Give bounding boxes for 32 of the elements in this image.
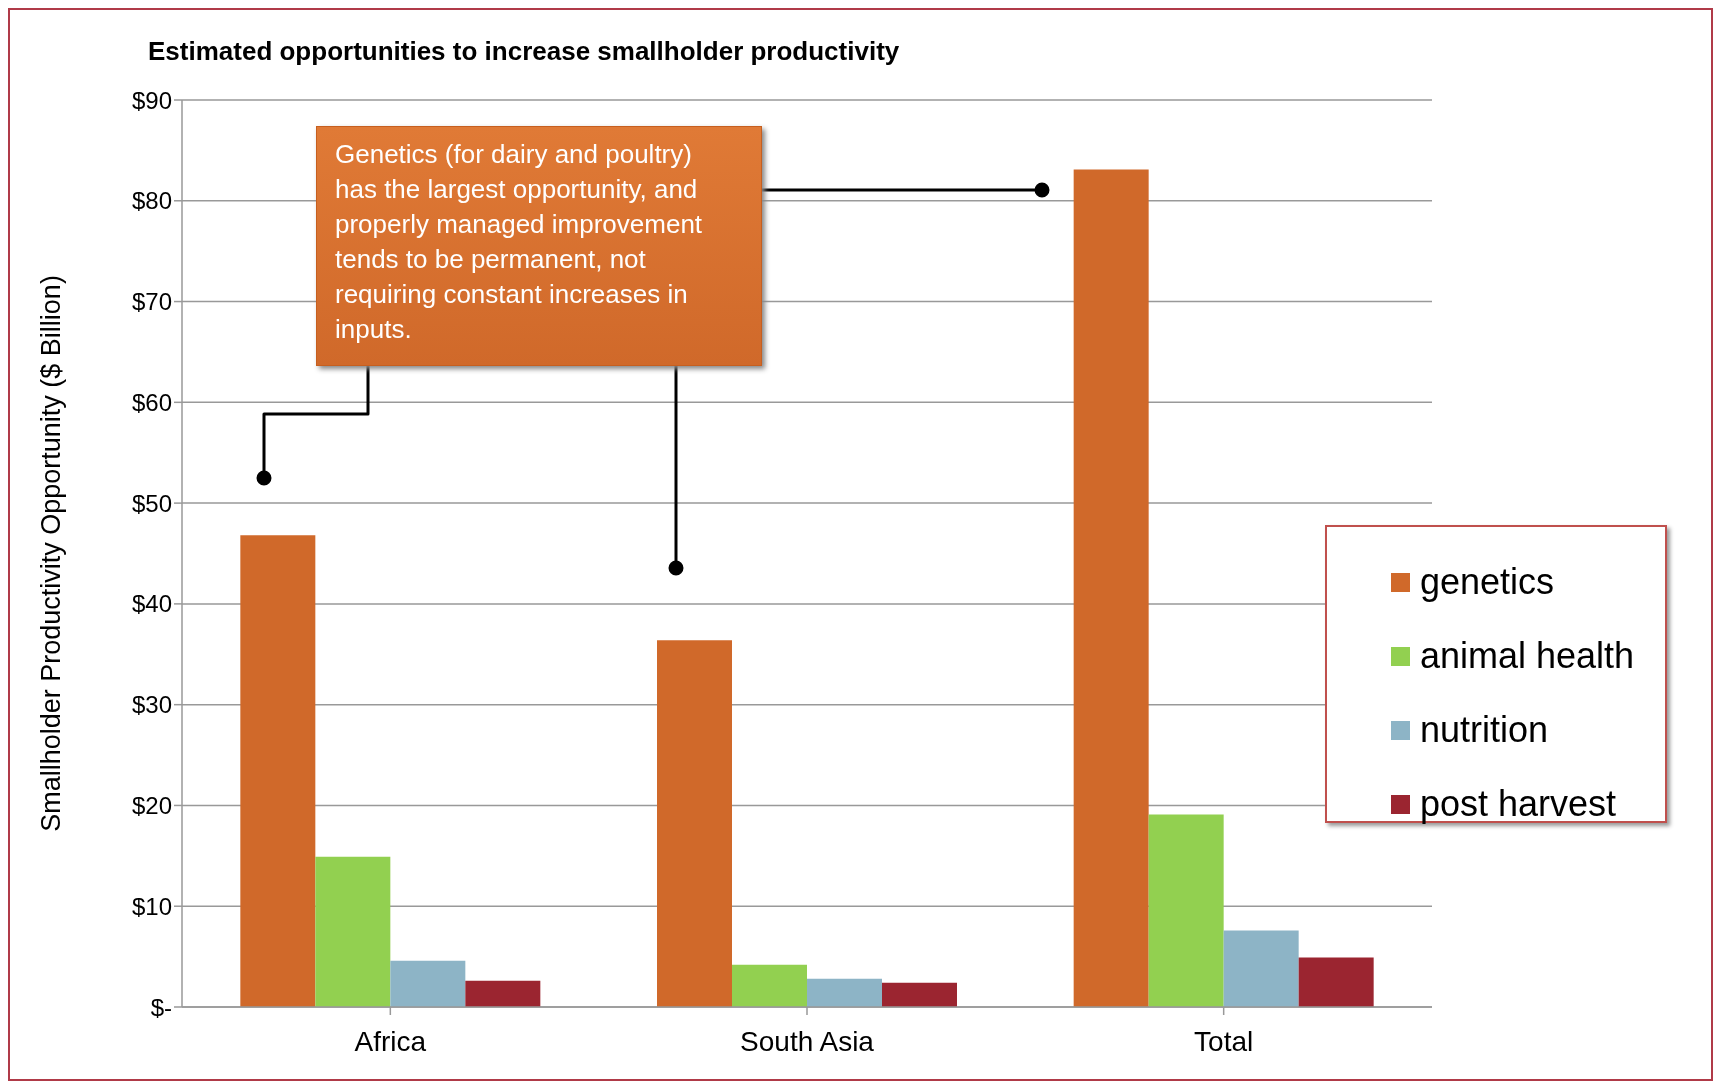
y-tick-label: $70 xyxy=(131,288,172,316)
y-tick-label: $10 xyxy=(131,892,172,920)
y-axis-title: Smallholder Productivity Opportunity ($ Billion) xyxy=(35,275,66,832)
x-tick-label: Africa xyxy=(354,1025,427,1057)
legend-label: nutrition xyxy=(1420,709,1549,751)
y-tick-label: $40 xyxy=(131,590,172,618)
bar xyxy=(1223,930,1299,1007)
bar xyxy=(807,978,882,1007)
bar xyxy=(732,964,807,1007)
y-tick-label: $- xyxy=(150,993,172,1021)
bar xyxy=(390,960,466,1007)
bar xyxy=(1148,814,1224,1007)
bar xyxy=(657,640,732,1007)
y-tick-label: $30 xyxy=(131,691,172,719)
x-tick-label: Total xyxy=(1194,1025,1254,1057)
y-tick-label: $20 xyxy=(131,791,172,819)
bar xyxy=(882,982,957,1007)
bar xyxy=(240,535,316,1007)
legend-label: post harvest xyxy=(1420,783,1617,825)
legend-label: animal health xyxy=(1420,635,1635,677)
legend-label: genetics xyxy=(1420,561,1555,603)
annotation: Genetics (for dairy and poultry) has the largest opportunity, and properly managed improvement tends to be permanent, not requiring constant increases in inputs. xyxy=(316,126,762,366)
y-tick-label: $50 xyxy=(131,489,172,517)
x-tick-label: South Asia xyxy=(740,1025,875,1057)
y-tick-label: $90 xyxy=(131,86,172,114)
y-tick-label: $80 xyxy=(131,187,172,215)
bar xyxy=(1298,957,1374,1007)
bar xyxy=(1073,169,1149,1007)
bar xyxy=(465,980,541,1007)
bar xyxy=(315,856,391,1007)
chart-title: Estimated opportunities to increase smallholder productivity xyxy=(148,36,900,67)
y-tick-label: $60 xyxy=(131,388,172,416)
